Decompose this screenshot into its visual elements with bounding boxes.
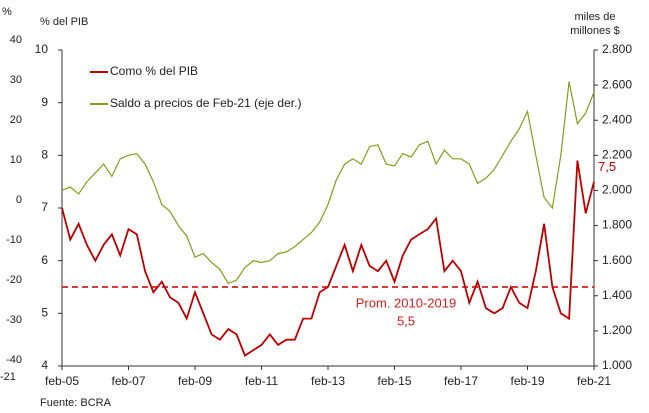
fragment-tick-label: 0: [16, 194, 22, 206]
series-line: [61, 81, 595, 285]
fragment-unit: %: [2, 6, 12, 18]
y2-tick-label: 2.200: [602, 148, 632, 162]
y2-tick-label: 1.600: [602, 253, 632, 267]
source: Fuente: BCRA: [40, 397, 112, 409]
y-tick-label: 6: [41, 253, 48, 267]
y-tick-label: 5: [41, 306, 48, 320]
fragment-tick-label: 30: [10, 74, 22, 86]
reference-value: 5,5: [397, 313, 415, 328]
y2-tick-label: 2.000: [602, 183, 632, 197]
y-tick-label: 9: [41, 95, 48, 109]
legend-label: Saldo a precios de Feb-21 (eje der.): [110, 96, 301, 110]
y2-tick-label: 1.000: [602, 358, 632, 372]
x-tick-label: feb-07: [111, 374, 145, 388]
x-tick-label: feb-13: [311, 374, 345, 388]
x-tick-label: feb-05: [45, 374, 79, 388]
y-tick-label: 4: [41, 358, 48, 372]
legend-label: Como % del PIB: [110, 64, 198, 78]
fragment-tick-label: -10: [6, 234, 22, 246]
y2-tick-label: 1.200: [602, 323, 632, 337]
y2-tick-label: 2.600: [602, 77, 632, 91]
y-tick-label: 8: [41, 148, 48, 162]
label-bg: [342, 295, 470, 311]
reference-label: Prom. 2010-2019: [356, 295, 456, 310]
x-tick-label: feb-09: [178, 374, 212, 388]
y2-axis-label: miles de: [575, 11, 616, 23]
x-tick-label: feb-11: [245, 374, 278, 388]
fragment-tick-label: 10: [10, 154, 22, 166]
x-tick-label: feb-19: [510, 374, 544, 388]
fragment-tick-label: -20: [6, 274, 22, 286]
series-line: [61, 160, 595, 357]
y-axis-label: % del PIB: [40, 16, 88, 28]
y-tick-label: 10: [35, 42, 49, 56]
y2-axis-label: millones $: [570, 25, 620, 37]
fragment-tick-label: 40: [10, 34, 22, 46]
y2-tick-label: 2.400: [602, 112, 632, 126]
fragment-tick-label: 20: [10, 114, 22, 126]
value-label: 7,5: [598, 159, 616, 174]
x-tick-label: feb-15: [377, 374, 411, 388]
x-tick-label: feb-17: [444, 374, 478, 388]
y2-tick-label: 1.800: [602, 218, 632, 232]
x-tick-label: feb-21: [577, 374, 611, 388]
y2-tick-label: 1.400: [602, 288, 632, 302]
fragment-tick-label: -40: [6, 354, 22, 366]
y-tick-label: 7: [41, 200, 48, 214]
y2-tick-label: 2.800: [602, 42, 632, 56]
fragment-label: -21: [0, 371, 16, 383]
fragment-tick-label: -30: [6, 314, 22, 326]
